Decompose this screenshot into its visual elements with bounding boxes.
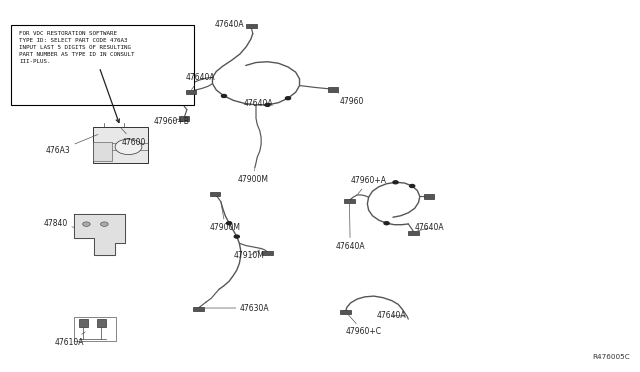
Text: 47960+B: 47960+B: [154, 117, 189, 126]
Text: 47610A: 47610A: [55, 332, 85, 347]
FancyBboxPatch shape: [11, 25, 194, 105]
Polygon shape: [74, 214, 125, 255]
Bar: [93, 141, 112, 161]
Text: 476A3: 476A3: [46, 134, 98, 155]
Circle shape: [83, 222, 90, 226]
Text: 47600: 47600: [121, 128, 146, 147]
Circle shape: [265, 103, 270, 106]
Text: 47960+A: 47960+A: [351, 176, 387, 194]
Circle shape: [234, 235, 239, 238]
Bar: [79, 319, 88, 327]
Circle shape: [221, 94, 227, 97]
Text: 47640A: 47640A: [335, 202, 365, 251]
Bar: [179, 116, 189, 121]
Text: 47640A: 47640A: [215, 20, 250, 29]
Bar: [408, 231, 419, 235]
Bar: [97, 319, 106, 327]
Text: 47640A: 47640A: [186, 73, 215, 90]
Text: FOR VDC RESTORATION SOFTWARE
TYPE ID: SELECT PART CODE 476A3
INPUT LAST 5 DIGITS: FOR VDC RESTORATION SOFTWARE TYPE ID: SE…: [19, 31, 134, 64]
Bar: [340, 310, 351, 314]
Text: 47960: 47960: [334, 90, 364, 106]
Text: 47840: 47840: [44, 219, 74, 228]
Bar: [246, 24, 257, 28]
Circle shape: [410, 185, 415, 187]
Text: 47640A: 47640A: [376, 311, 406, 320]
Bar: [262, 251, 273, 255]
Circle shape: [227, 222, 232, 225]
Bar: [344, 199, 355, 203]
Text: 47910M: 47910M: [234, 250, 264, 260]
Text: 47640A: 47640A: [243, 99, 273, 108]
Circle shape: [100, 222, 108, 226]
Bar: [93, 127, 147, 163]
Circle shape: [384, 222, 389, 225]
Text: R476005C: R476005C: [593, 354, 630, 360]
Text: 47900M: 47900M: [238, 170, 269, 184]
Text: 47630A: 47630A: [200, 304, 269, 312]
Bar: [193, 307, 204, 311]
Bar: [186, 90, 196, 94]
Bar: [74, 317, 115, 341]
Bar: [424, 194, 434, 199]
Circle shape: [285, 97, 291, 100]
Text: 47640A: 47640A: [415, 223, 444, 232]
Circle shape: [393, 181, 398, 184]
Text: 47900M: 47900M: [210, 203, 241, 232]
Bar: [210, 192, 220, 196]
Circle shape: [115, 139, 142, 155]
Text: 47960+C: 47960+C: [346, 313, 381, 336]
Bar: [328, 87, 338, 92]
